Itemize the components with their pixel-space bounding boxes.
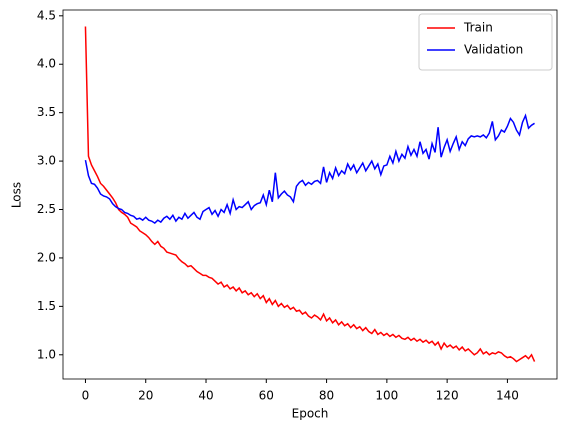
x-tick-label: 60 (259, 389, 274, 403)
x-tick-label: 140 (496, 389, 519, 403)
y-tick-label: 3.0 (37, 154, 56, 168)
x-tick-label: 0 (82, 389, 90, 403)
y-axis-label: Loss (10, 182, 24, 208)
legend-label: Train (463, 21, 493, 35)
line-series (84, 113, 535, 225)
y-tick-label: 2.0 (37, 250, 56, 264)
axes-frame (62, 9, 558, 380)
x-tick-label: 100 (375, 389, 398, 403)
x-axis-label: Epoch (292, 407, 329, 421)
x-tick-label: 40 (198, 389, 213, 403)
y-tick-label: 1.5 (37, 299, 56, 313)
x-tick-label: 80 (319, 389, 334, 403)
y-tick-label: 1.0 (37, 347, 56, 361)
y-tick-label: 2.5 (37, 202, 56, 216)
x-tick-label: 120 (436, 389, 459, 403)
x-tick-label: 20 (138, 389, 153, 403)
y-tick-label: 3.5 (37, 105, 56, 119)
y-tick-label: 4.0 (37, 57, 56, 71)
y-tick-label: 4.5 (37, 8, 56, 22)
line-series (84, 26, 536, 363)
legend-label: Validation (464, 43, 523, 57)
